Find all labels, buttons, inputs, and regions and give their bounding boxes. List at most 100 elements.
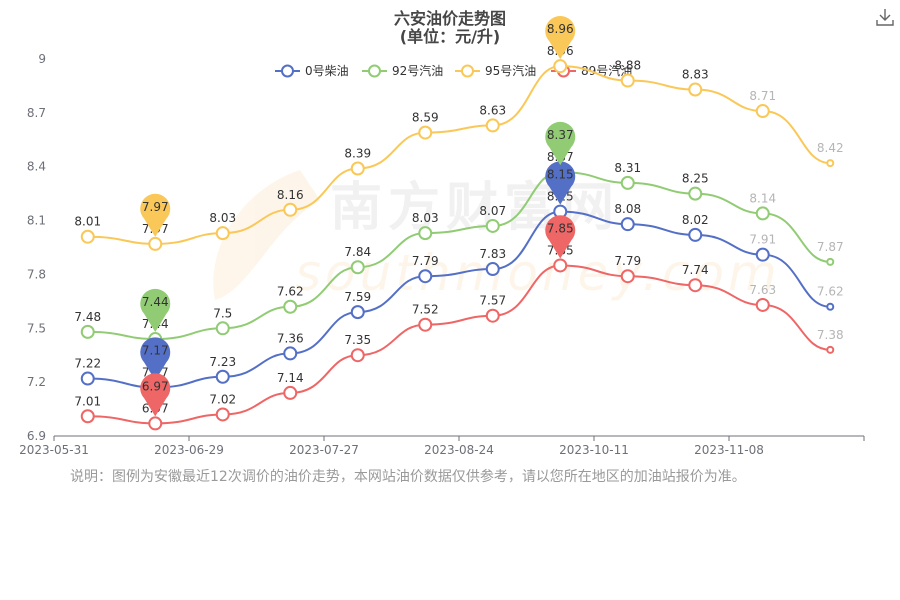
pin-shape — [545, 15, 576, 60]
watermark-swoosh — [213, 170, 320, 300]
data-label: 8.02 — [682, 213, 709, 227]
data-point — [620, 217, 635, 232]
data-point — [418, 269, 433, 284]
data-label: 8.63 — [479, 103, 506, 117]
data-point — [485, 262, 500, 277]
data-label: 7.23 — [209, 355, 236, 369]
legend-symbol — [281, 64, 294, 78]
pin-marker: 8.15 — [545, 161, 576, 205]
legend-item-1[interactable]: 92号汽油 — [362, 63, 443, 78]
legend-symbol — [368, 64, 381, 78]
data-point — [688, 82, 703, 97]
data-point — [553, 59, 568, 74]
pin-shape — [140, 337, 171, 381]
data-point — [283, 202, 298, 217]
data-label: 7.62 — [817, 285, 844, 299]
data-point — [688, 227, 703, 242]
data-point — [283, 385, 298, 400]
data-point — [620, 73, 635, 88]
data-label: 8.42 — [817, 141, 844, 155]
y-tick-label: 8.7 — [27, 106, 46, 120]
pin-marker: 6.97 — [140, 373, 171, 417]
legend-item-0[interactable]: 0号柴油 — [275, 64, 349, 78]
data-label: 8.03 — [412, 211, 439, 225]
data-label: 7.83 — [479, 247, 506, 261]
data-point — [80, 229, 95, 244]
data-point — [620, 269, 635, 284]
data-point — [418, 226, 433, 241]
data-label: 7.35 — [344, 333, 371, 347]
data-point — [215, 226, 230, 241]
data-point — [485, 218, 500, 233]
data-point — [350, 305, 365, 320]
data-label: 7.74 — [682, 263, 709, 277]
data-label: 8.16 — [277, 188, 304, 202]
download-icon[interactable] — [874, 6, 896, 28]
data-point — [80, 324, 95, 339]
data-label: 7.79 — [614, 254, 641, 268]
pin-label: 8.15 — [547, 168, 574, 182]
pin-marker: 8.96 — [545, 15, 576, 60]
data-label: 7.52 — [412, 303, 439, 317]
data-point — [755, 206, 770, 221]
data-point — [350, 161, 365, 176]
data-label: 8.25 — [682, 172, 709, 186]
data-label: 7.22 — [74, 357, 101, 371]
data-point — [215, 321, 230, 336]
data-point — [215, 407, 230, 422]
x-tick-label: 2023-07-27 — [289, 443, 359, 457]
y-tick-label: 6.9 — [27, 429, 46, 443]
legend-label: 89号汽油 — [581, 63, 632, 78]
watermark-text-cn: 南方财富网 — [330, 178, 620, 238]
x-tick-label: 2023-06-29 — [154, 443, 224, 457]
y-tick-label: 8.1 — [27, 214, 46, 228]
data-point — [485, 308, 500, 323]
pin-label: 7.17 — [142, 344, 169, 358]
pin-label: 8.96 — [547, 22, 574, 36]
data-point — [148, 416, 163, 431]
data-point — [755, 297, 770, 312]
data-point — [283, 346, 298, 361]
data-label: 8.71 — [749, 89, 776, 103]
pin-marker: 7.44 — [140, 288, 171, 333]
pin-shape — [140, 288, 171, 333]
data-point — [826, 302, 835, 311]
data-label: 7.57 — [479, 294, 506, 308]
pin-label: 8.37 — [547, 128, 574, 142]
data-point — [620, 175, 635, 190]
data-point — [688, 186, 703, 201]
pin-label: 7.44 — [142, 295, 169, 309]
pin-marker: 7.17 — [140, 337, 171, 381]
data-point — [283, 299, 298, 314]
data-label: 7.02 — [209, 392, 236, 406]
legend-label: 95号汽油 — [485, 63, 536, 78]
pin-marker: 8.37 — [545, 121, 576, 166]
data-label: 7.48 — [74, 310, 101, 324]
data-label: 8.03 — [209, 211, 236, 225]
pin-shape — [545, 161, 576, 205]
data-label: 7.59 — [344, 290, 371, 304]
data-label: 7.79 — [412, 254, 439, 268]
data-label: 8.83 — [682, 68, 709, 82]
data-label: 7.84 — [344, 245, 371, 259]
x-tick-label: 2023-05-31 — [19, 443, 89, 457]
data-label: 8.01 — [74, 215, 101, 229]
x-tick-label: 2023-10-11 — [559, 443, 629, 457]
data-label: 7.38 — [817, 328, 844, 342]
data-label: 7.87 — [817, 240, 844, 254]
data-point — [215, 369, 230, 384]
data-label: 8.31 — [614, 161, 641, 175]
data-label: 7.01 — [74, 394, 101, 408]
pin-shape — [545, 121, 576, 166]
legend-label: 0号柴油 — [305, 64, 349, 78]
pin-label: 6.97 — [142, 379, 169, 393]
chart-note: 说明：图例为安徽最近12次调价的油价走势，本网站油价数据仅供参考，请以您所在地区… — [70, 469, 746, 485]
x-tick-label: 2023-08-24 — [424, 443, 494, 457]
data-point — [350, 348, 365, 363]
data-label: 8.39 — [344, 147, 371, 161]
x-tick-label: 2023-11-08 — [694, 443, 764, 457]
data-point — [80, 371, 95, 386]
legend-item-2[interactable]: 95号汽油 — [455, 63, 536, 78]
